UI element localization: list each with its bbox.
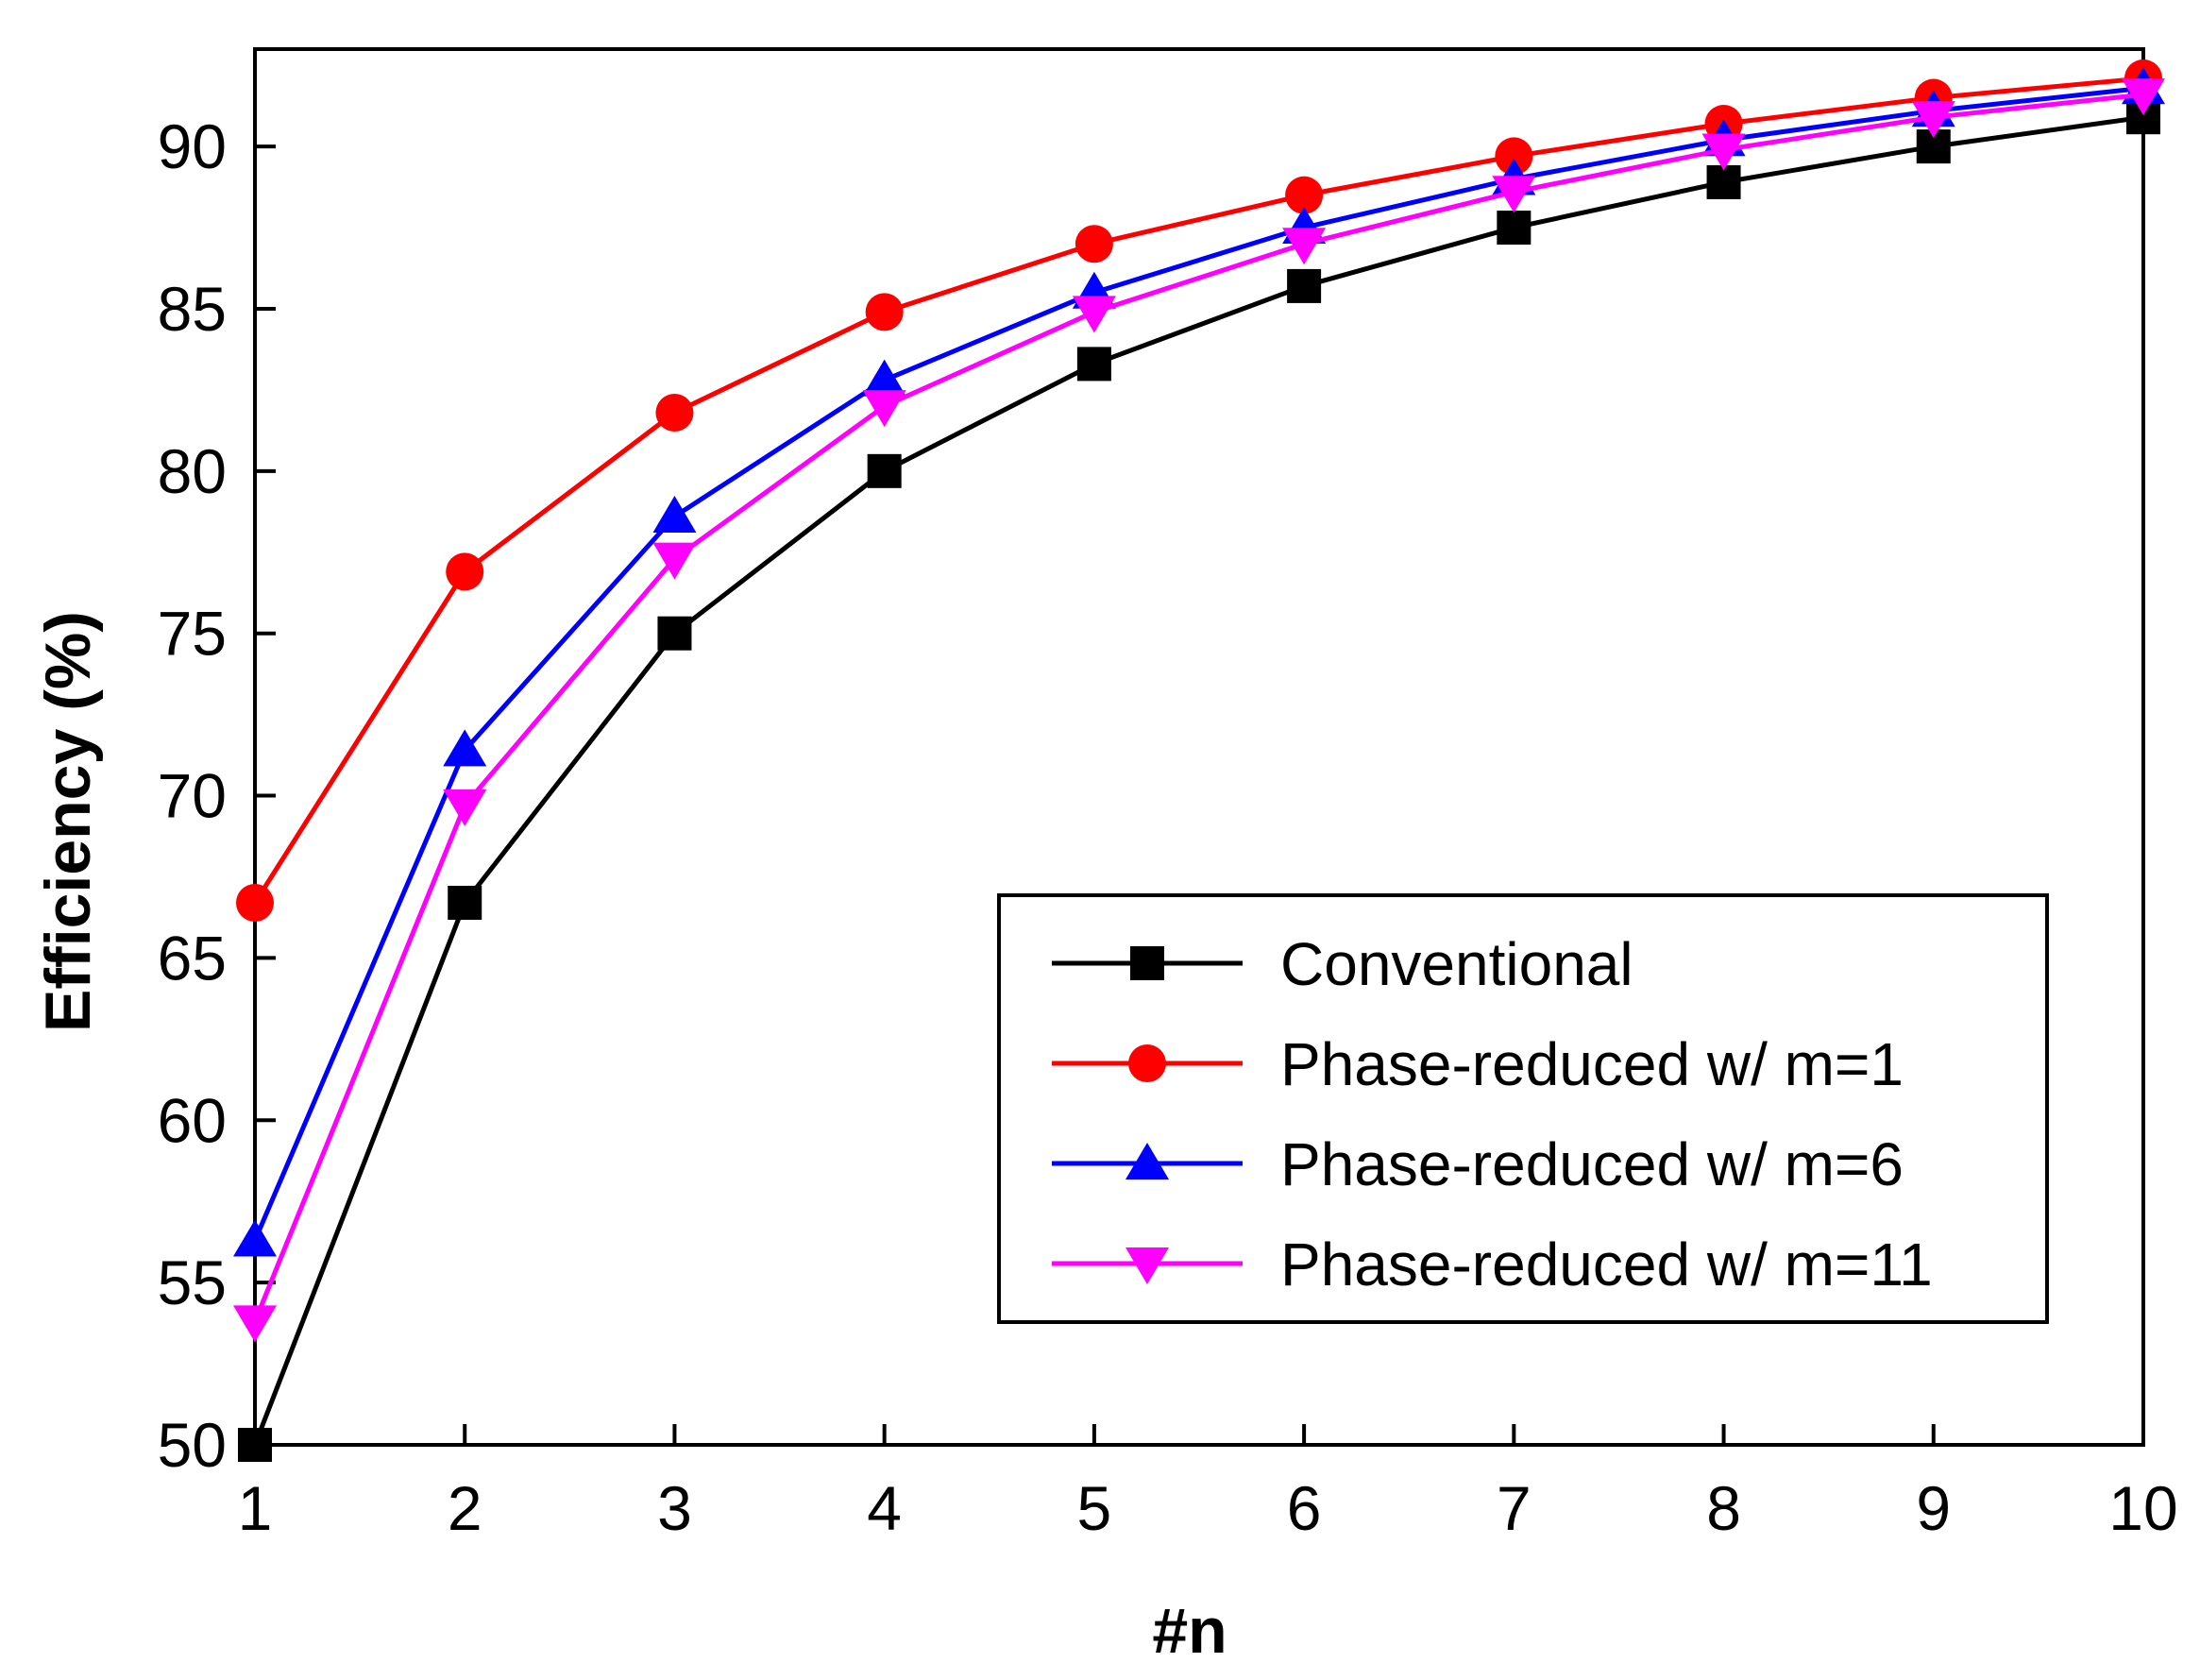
data-point xyxy=(1492,176,1536,213)
legend-item: Phase-reduced w/ m=11 xyxy=(1052,1230,1933,1298)
y-tick-label: 80 xyxy=(158,436,227,506)
x-tick-label: 7 xyxy=(1497,1473,1532,1543)
data-point xyxy=(448,885,482,920)
legend-marker xyxy=(1125,1247,1169,1284)
series-line xyxy=(252,76,2144,905)
legend-label: Phase-reduced w/ m=1 xyxy=(1280,1030,1904,1098)
y-tick-label: 55 xyxy=(158,1247,227,1317)
x-tick-label: 3 xyxy=(657,1473,692,1543)
y-tick-label: 65 xyxy=(158,923,227,993)
x-tick-label: 2 xyxy=(448,1473,482,1543)
plot-frame xyxy=(253,47,2145,1447)
legend-item: Conventional xyxy=(1052,930,1633,998)
y-tick-label: 70 xyxy=(158,761,227,831)
y-axis-title: Efficiency (%) xyxy=(32,611,104,1032)
legend-marker xyxy=(1128,1044,1166,1082)
series-line xyxy=(252,92,2144,1323)
series-layer xyxy=(233,59,2165,1462)
data-point xyxy=(1072,296,1116,333)
y-tick-label: 85 xyxy=(158,274,227,344)
data-point xyxy=(1075,225,1113,263)
x-tick-label: 8 xyxy=(1706,1473,1741,1543)
data-point xyxy=(1287,268,1322,303)
x-tick-label: 5 xyxy=(1077,1473,1112,1543)
legend-item: Phase-reduced w/ m=1 xyxy=(1052,1030,1904,1098)
data-point xyxy=(233,1305,277,1343)
data-point xyxy=(1706,164,1741,199)
data-point xyxy=(446,552,484,591)
x-tick-label: 4 xyxy=(867,1473,902,1543)
data-point xyxy=(862,390,906,428)
series-line xyxy=(252,114,2144,1446)
legend: Conventional Phase-reduced w/ m=1 Phase-re… xyxy=(997,893,2049,1324)
data-point xyxy=(1285,176,1324,214)
data-point xyxy=(443,729,487,767)
y-tick-label: 60 xyxy=(158,1085,227,1155)
data-point xyxy=(236,883,274,922)
data-point xyxy=(862,359,906,397)
series-4 xyxy=(233,78,2165,1343)
data-point xyxy=(238,1428,272,1462)
data-point xyxy=(652,495,697,533)
data-point xyxy=(865,293,904,331)
y-tick-label: 50 xyxy=(158,1410,227,1480)
legend-marker xyxy=(1130,946,1164,980)
y-tick-label: 90 xyxy=(158,111,227,181)
legend-item: Phase-reduced w/ m=6 xyxy=(1052,1130,1904,1198)
data-point xyxy=(443,789,487,826)
y-tick-label: 75 xyxy=(158,599,227,669)
data-point xyxy=(233,1219,277,1257)
data-point xyxy=(1701,133,1746,171)
data-point xyxy=(1911,101,1955,139)
legend-label: Phase-reduced w/ m=6 xyxy=(1280,1130,1904,1198)
x-tick-label: 1 xyxy=(238,1473,273,1543)
data-point xyxy=(652,542,697,580)
axes-layer: 1 2 3 4 5 6 7 8 9 10 50 55 60 65 70 75 80 85 90 xyxy=(158,47,2178,1543)
series-line xyxy=(252,85,2144,1242)
data-point xyxy=(2122,78,2165,116)
data-point xyxy=(1282,228,1327,265)
legend-label: Phase-reduced w/ m=11 xyxy=(1280,1230,1933,1298)
data-point xyxy=(867,453,902,488)
x-axis-title: #n xyxy=(1152,1595,1227,1667)
legend-marker xyxy=(1125,1143,1169,1179)
data-point xyxy=(1497,211,1532,246)
legend-label: Conventional xyxy=(1280,930,1633,998)
x-tick-label: 6 xyxy=(1287,1473,1322,1543)
data-point xyxy=(657,616,692,651)
x-tick-label: 10 xyxy=(2108,1473,2177,1543)
legend-box xyxy=(997,893,2049,1324)
data-point xyxy=(1495,137,1533,176)
x-tick-label: 9 xyxy=(1916,1473,1951,1543)
data-point xyxy=(655,393,694,432)
data-point xyxy=(1076,347,1111,382)
